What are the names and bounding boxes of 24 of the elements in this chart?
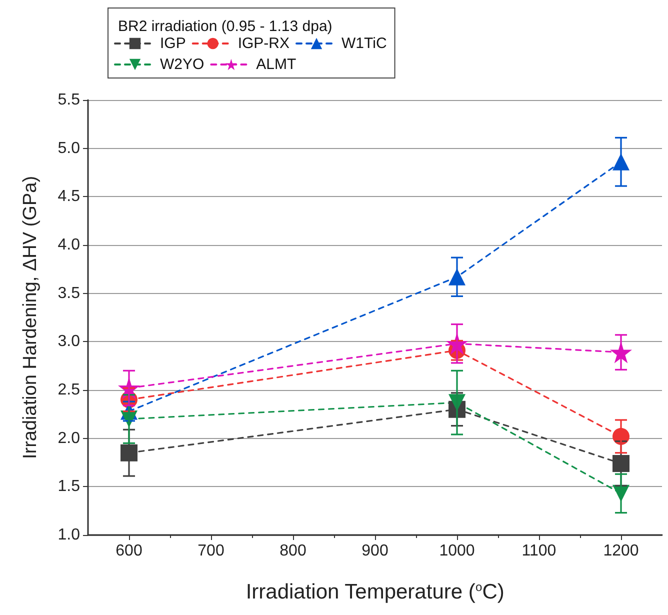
x-tick-label: 900 bbox=[362, 542, 388, 560]
y-tick-label: 5.5 bbox=[58, 92, 80, 108]
x-tick-label: 600 bbox=[116, 542, 142, 560]
y-tick-label: 2.0 bbox=[58, 430, 80, 447]
legend-label: W2YO bbox=[160, 56, 204, 73]
y-tick-label: 4.0 bbox=[58, 236, 80, 254]
y-axis-title: Irradiation Hardening, ΔHV (GPa) bbox=[20, 176, 41, 460]
y-tick-label: 5.0 bbox=[58, 140, 80, 157]
legend-title: BR2 irradiation (0.95 - 1.13 dpa) bbox=[118, 18, 332, 35]
x-tick-label: 1000 bbox=[439, 542, 475, 560]
y-tick-label: 1.5 bbox=[58, 478, 80, 496]
legend-label: ALMT bbox=[256, 56, 296, 73]
y-tick-label: 1.0 bbox=[58, 526, 80, 544]
y-tick-label: 3.0 bbox=[58, 333, 80, 350]
legend-label: IGP-RX bbox=[238, 35, 290, 52]
legend-label: IGP bbox=[160, 35, 186, 52]
y-tick-label: 4.5 bbox=[58, 188, 80, 206]
x-tick-label: 1200 bbox=[603, 542, 639, 560]
y-tick-label: 2.5 bbox=[58, 382, 80, 398]
y-tick-label: 3.5 bbox=[58, 284, 80, 302]
x-tick-label: 800 bbox=[280, 542, 306, 560]
x-tick-label: 700 bbox=[198, 542, 224, 560]
legend-label: W1TiC bbox=[342, 35, 387, 52]
x-tick-label: 1100 bbox=[522, 542, 556, 560]
